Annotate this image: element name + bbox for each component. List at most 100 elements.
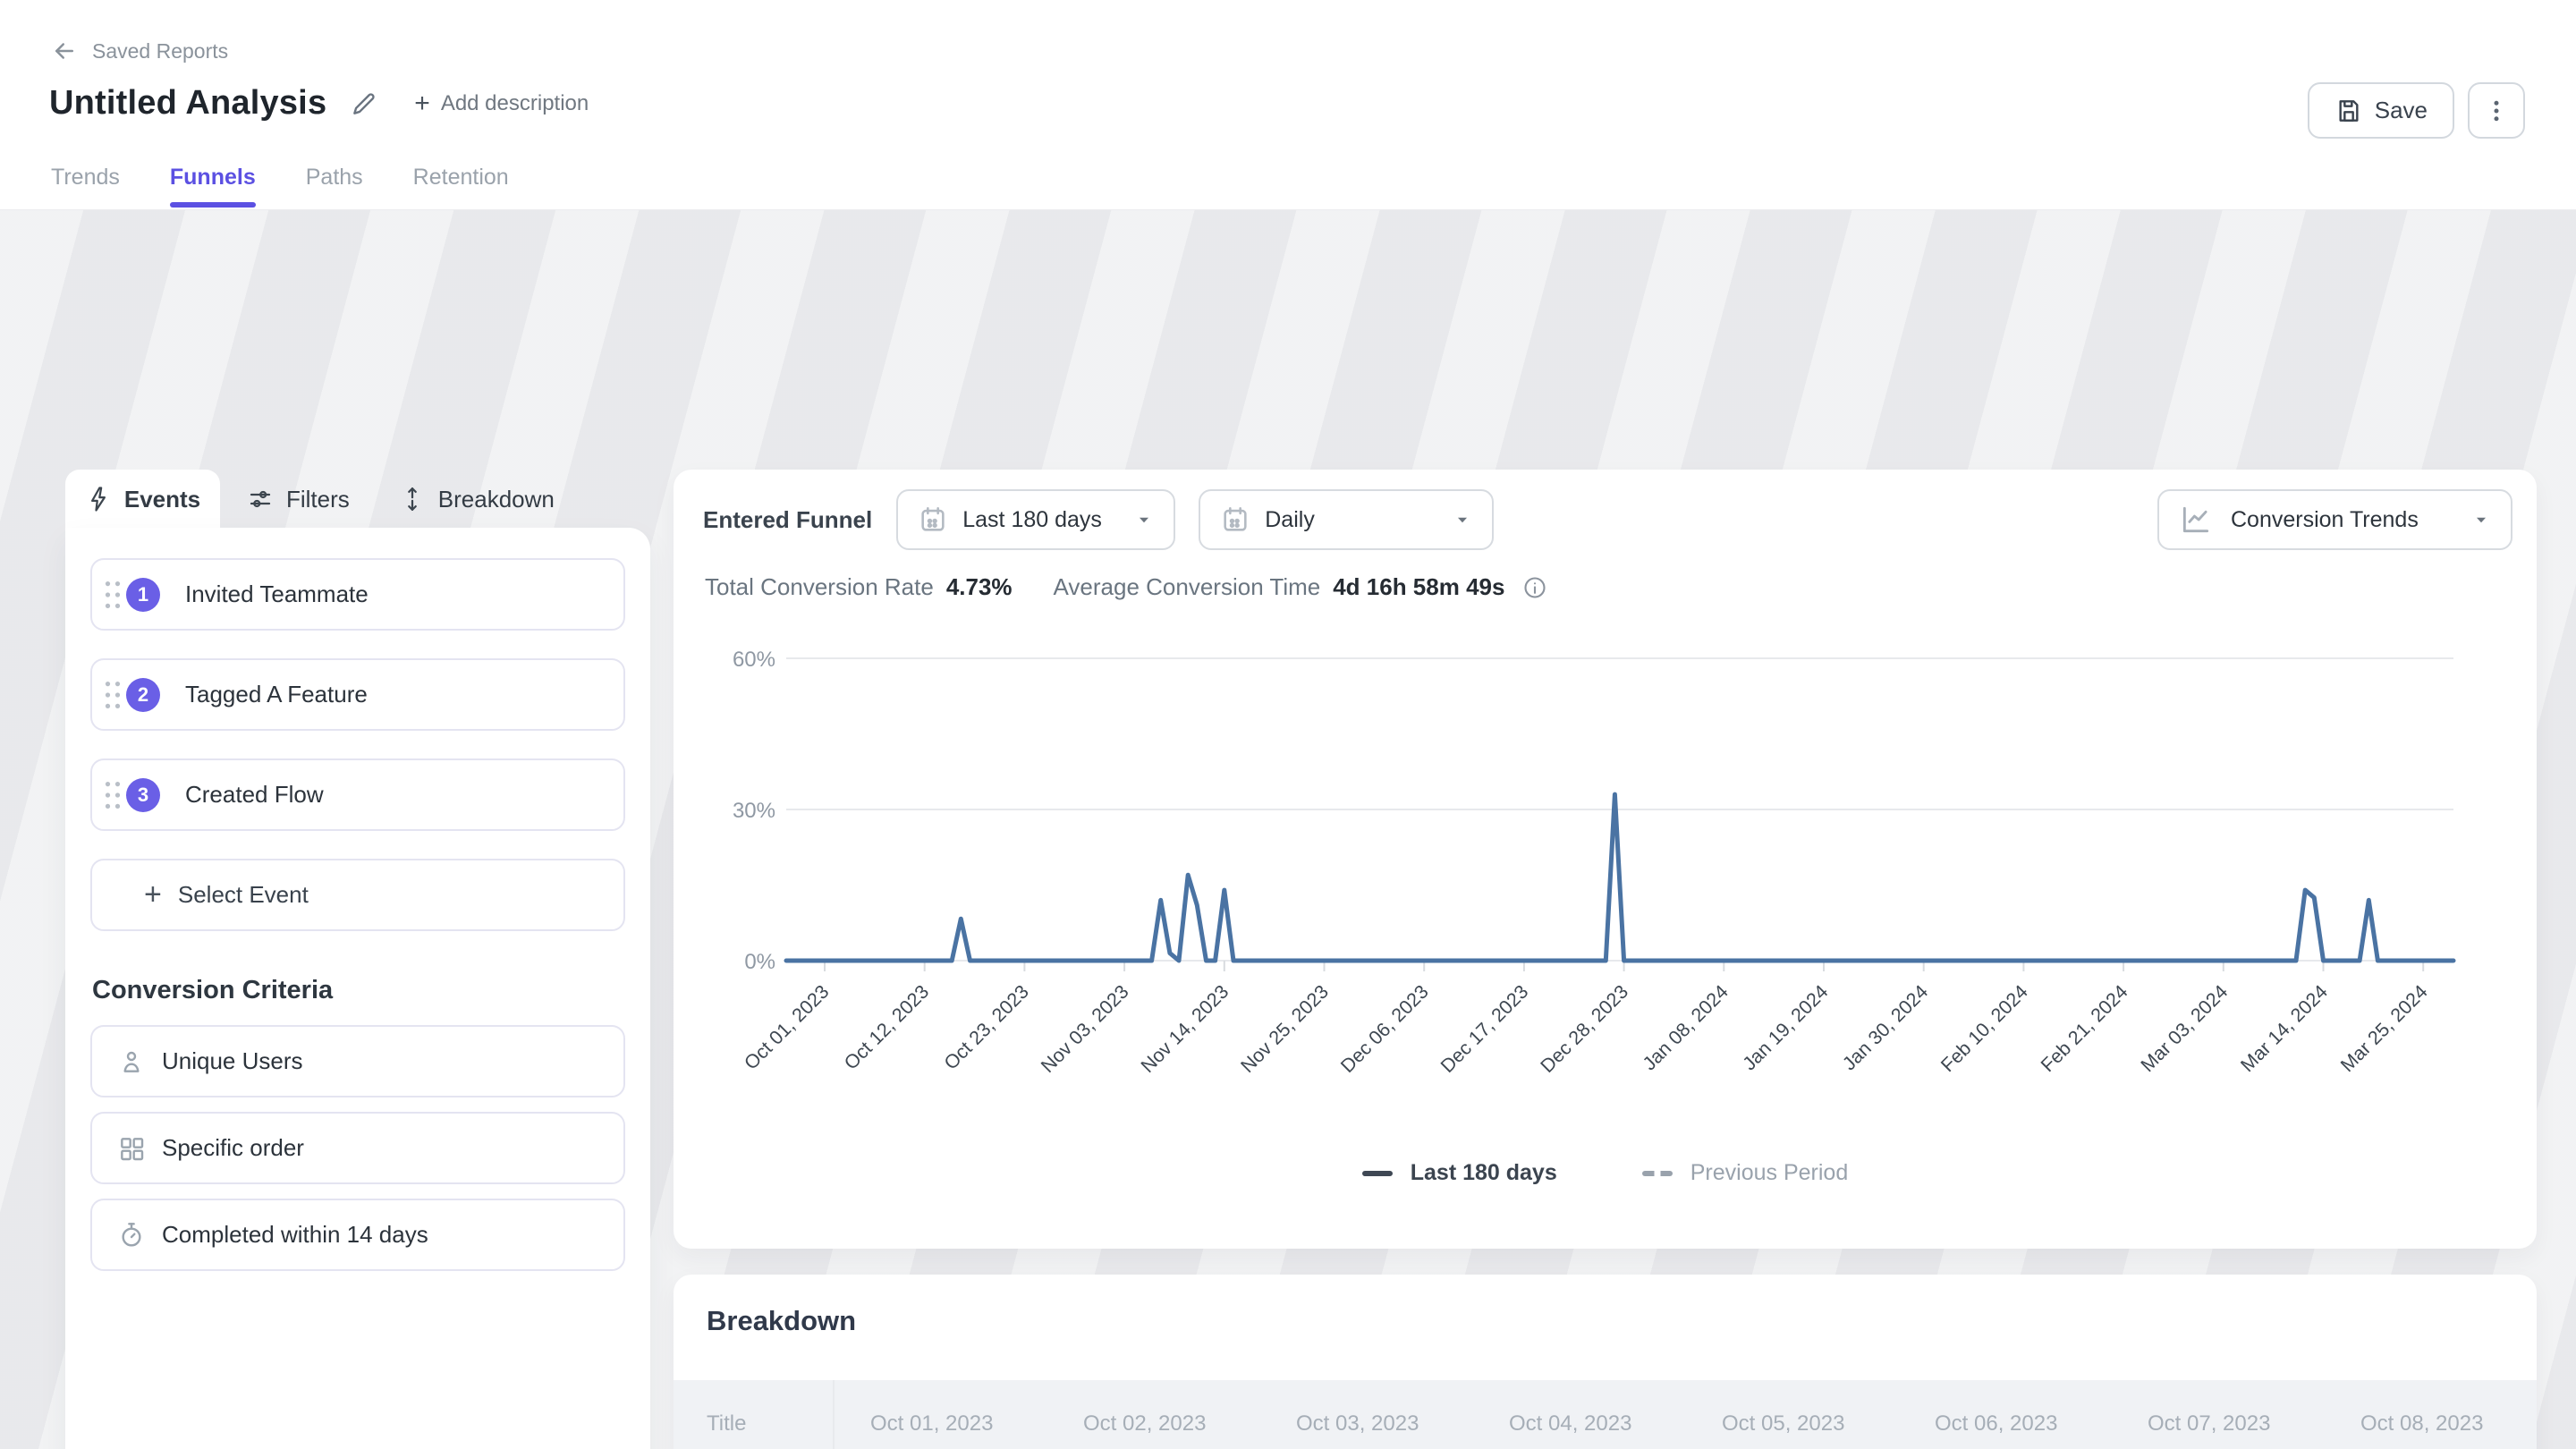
select-event-label: Select Event bbox=[177, 881, 309, 908]
back-link[interactable]: Saved Reports bbox=[51, 38, 228, 64]
granularity-value: Daily bbox=[1265, 506, 1315, 532]
criteria-order[interactable]: Specific order bbox=[90, 1112, 625, 1184]
breakdown-header-row: Title Oct 01, 2023 Oct 02, 2023 Oct 03, … bbox=[674, 1380, 2537, 1449]
save-icon bbox=[2339, 99, 2359, 122]
panel-tab-breakdown-label: Breakdown bbox=[437, 485, 555, 513]
svg-text:Dec 28, 2023: Dec 28, 2023 bbox=[1537, 981, 1632, 1077]
back-arrow-icon bbox=[55, 43, 73, 59]
user-icon bbox=[123, 1051, 140, 1072]
event-step-badge: 2 bbox=[126, 677, 160, 712]
event-card-2[interactable]: 2 Tagged A Feature bbox=[90, 658, 625, 731]
content-area: Events Filters Breakdown 1 Invited Teamm… bbox=[0, 210, 2576, 1449]
report-tabs: Trends Funnels Paths Retention bbox=[51, 145, 509, 209]
query-panel-card: 1 Invited Teammate 2 Tagged A Feature 3 … bbox=[65, 528, 650, 1449]
legend-current-period[interactable]: Last 180 days bbox=[1361, 1160, 1557, 1186]
save-button-label: Save bbox=[2374, 97, 2428, 123]
view-mode-dropdown[interactable]: Conversion Trends bbox=[2157, 489, 2512, 550]
chart-legend: Last 180 days Previous Period bbox=[674, 1160, 2537, 1186]
tab-paths[interactable]: Paths bbox=[305, 164, 363, 190]
drag-handle-icon[interactable] bbox=[103, 677, 123, 713]
more-options-button[interactable] bbox=[2468, 82, 2525, 139]
event-name: Invited Teammate bbox=[185, 580, 369, 607]
info-icon[interactable] bbox=[1522, 575, 1547, 600]
header-actions: Save bbox=[2307, 82, 2525, 139]
svg-text:Jan 19, 2024: Jan 19, 2024 bbox=[1739, 981, 1833, 1075]
chevron-down-icon bbox=[1140, 517, 1149, 523]
svg-text:Oct 12, 2023: Oct 12, 2023 bbox=[840, 981, 933, 1074]
event-name: Created Flow bbox=[185, 781, 324, 808]
chart-card: Entered Funnel Last 180 days Daily Conve… bbox=[674, 470, 2537, 1249]
tab-retention[interactable]: Retention bbox=[412, 164, 509, 190]
tab-trends[interactable]: Trends bbox=[51, 164, 120, 190]
panel-tab-events[interactable]: Events bbox=[65, 470, 220, 529]
svg-text:60%: 60% bbox=[733, 648, 775, 672]
entered-funnel-label: Entered Funnel bbox=[703, 505, 873, 533]
breakdown-heading: Breakdown bbox=[707, 1305, 857, 1336]
total-conversion-rate-value: 4.73% bbox=[945, 573, 1013, 600]
criteria-counting-method[interactable]: Unique Users bbox=[90, 1025, 625, 1097]
date-range-value: Last 180 days bbox=[962, 506, 1102, 532]
svg-text:Mar 03, 2024: Mar 03, 2024 bbox=[2137, 981, 2233, 1077]
dashed-line-swatch bbox=[1641, 1170, 1673, 1176]
svg-text:Oct 01, 2023: Oct 01, 2023 bbox=[741, 981, 834, 1074]
stopwatch-icon bbox=[122, 1222, 141, 1247]
kebab-icon bbox=[2494, 100, 2499, 121]
column-header-title: Title bbox=[674, 1380, 835, 1449]
chart-controls: Entered Funnel Last 180 days Daily Conve… bbox=[703, 489, 2512, 550]
drag-handle-icon[interactable] bbox=[103, 777, 123, 813]
legend-current-label: Last 180 days bbox=[1410, 1160, 1557, 1185]
back-link-label: Saved Reports bbox=[92, 38, 229, 63]
event-step-badge: 1 bbox=[126, 577, 160, 612]
funnel-stats: Total Conversion Rate 4.73% Average Conv… bbox=[705, 573, 1547, 601]
legend-previous-period[interactable]: Previous Period bbox=[1641, 1160, 1848, 1186]
event-step-badge: 3 bbox=[126, 777, 160, 812]
query-panel: Events Filters Breakdown 1 Invited Teamm… bbox=[65, 470, 650, 1449]
tab-funnels[interactable]: Funnels bbox=[169, 145, 256, 209]
criteria-window[interactable]: Completed within 14 days bbox=[90, 1199, 625, 1271]
total-conversion-rate-label: Total Conversion Rate bbox=[705, 573, 934, 600]
calendar-icon bbox=[921, 506, 945, 531]
conversion-criteria-heading: Conversion Criteria bbox=[92, 976, 334, 1004]
svg-text:Jan 08, 2024: Jan 08, 2024 bbox=[1639, 981, 1733, 1075]
calendar-icon bbox=[1224, 506, 1247, 531]
avg-conversion-time-value: 4d 16h 58m 49s bbox=[1333, 573, 1505, 600]
panel-tab-filters[interactable]: Filters bbox=[247, 486, 350, 513]
criteria-label: Unique Users bbox=[162, 1047, 303, 1074]
chevron-down-icon bbox=[1458, 517, 1468, 523]
lightning-icon bbox=[90, 487, 106, 512]
column-header: Oct 03, 2023 bbox=[1296, 1411, 1419, 1436]
column-header: Oct 06, 2023 bbox=[1935, 1411, 2058, 1436]
avg-conversion-time-label: Average Conversion Time bbox=[1053, 573, 1321, 600]
edit-title-icon[interactable] bbox=[350, 89, 378, 118]
criteria-label: Completed within 14 days bbox=[162, 1221, 428, 1248]
svg-text:Dec 06, 2023: Dec 06, 2023 bbox=[1336, 981, 1432, 1077]
svg-text:Mar 25, 2024: Mar 25, 2024 bbox=[2336, 981, 2432, 1077]
select-event-button[interactable]: + Select Event bbox=[90, 859, 625, 931]
event-card-3[interactable]: 3 Created Flow bbox=[90, 758, 625, 831]
svg-text:Mar 14, 2024: Mar 14, 2024 bbox=[2236, 981, 2332, 1077]
svg-text:Nov 25, 2023: Nov 25, 2023 bbox=[1237, 981, 1333, 1077]
sliders-icon bbox=[250, 490, 271, 508]
conversion-trend-chart[interactable]: 0% 30% 60% Oct 01, 2023 Oct 12, 2023 Oct 23, … bbox=[674, 626, 2537, 1091]
column-header: Oct 08, 2023 bbox=[2360, 1411, 2484, 1436]
view-mode-value: Conversion Trends bbox=[2231, 506, 2419, 532]
column-header: Oct 07, 2023 bbox=[2148, 1411, 2271, 1436]
line-chart-icon bbox=[2182, 506, 2209, 533]
save-button[interactable]: Save bbox=[2307, 82, 2454, 139]
panel-tab-events-label: Events bbox=[123, 485, 201, 513]
date-range-dropdown[interactable]: Last 180 days bbox=[896, 489, 1176, 550]
event-card-1[interactable]: 1 Invited Teammate bbox=[90, 558, 625, 631]
svg-text:Feb 21, 2024: Feb 21, 2024 bbox=[2037, 981, 2132, 1077]
drag-handle-icon[interactable] bbox=[103, 577, 123, 613]
breakdown-card: Breakdown Title Oct 01, 2023 Oct 02, 202… bbox=[674, 1275, 2537, 1449]
svg-text:30%: 30% bbox=[733, 799, 775, 823]
svg-text:Nov 14, 2023: Nov 14, 2023 bbox=[1137, 981, 1233, 1077]
add-description-label: Add description bbox=[440, 90, 589, 115]
title-row: Untitled Analysis + Add description bbox=[49, 84, 589, 123]
plus-icon: + bbox=[414, 88, 430, 118]
add-description-button[interactable]: + Add description bbox=[414, 89, 589, 119]
panel-tab-breakdown[interactable]: Breakdown bbox=[399, 486, 555, 513]
criteria-label: Specific order bbox=[162, 1134, 304, 1161]
granularity-dropdown[interactable]: Daily bbox=[1199, 489, 1495, 550]
